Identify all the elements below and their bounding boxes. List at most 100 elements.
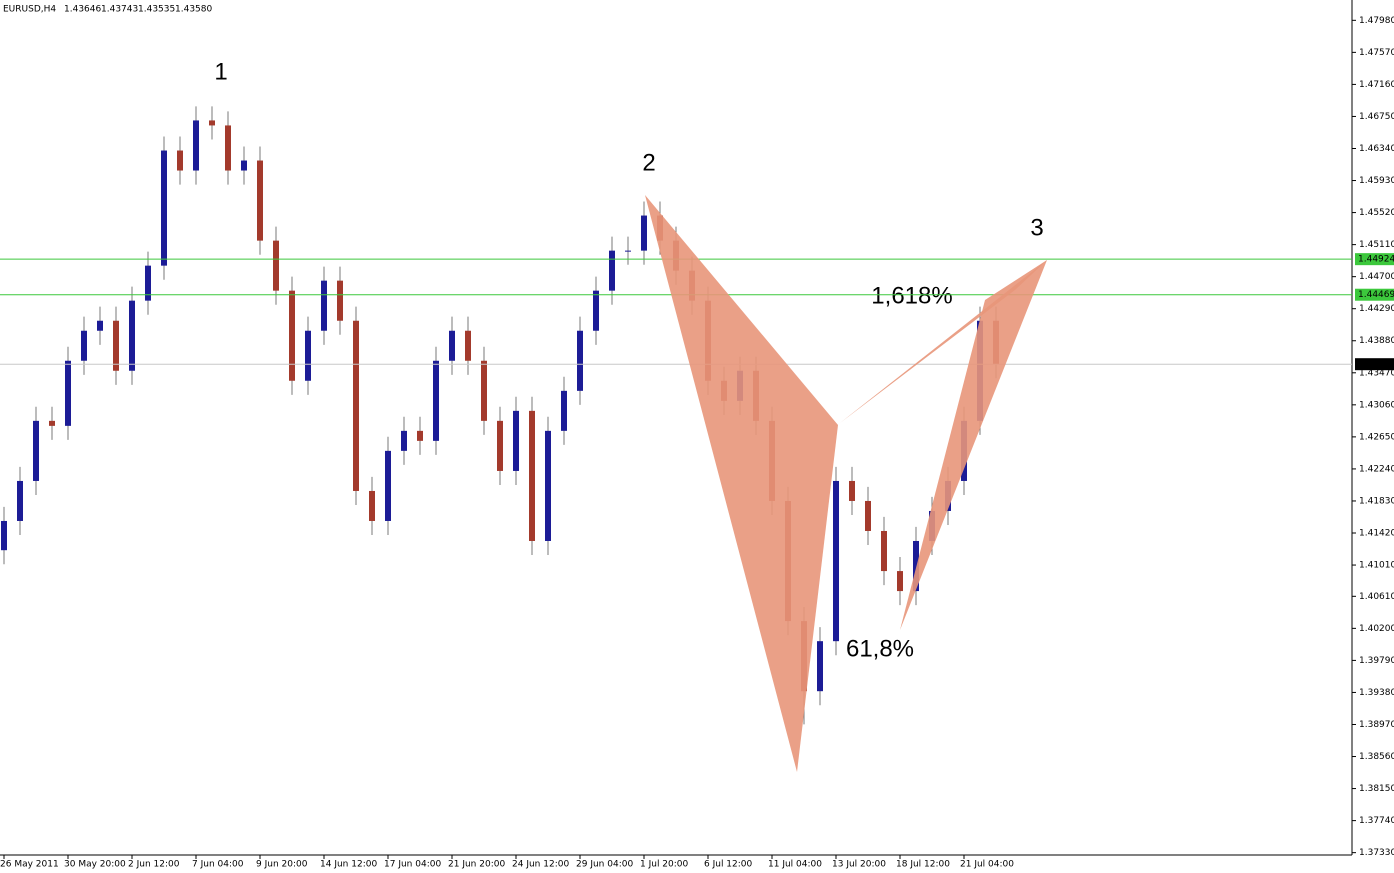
y-tick-label: 1.46750	[1359, 112, 1394, 122]
pattern-triangle	[645, 195, 838, 772]
quote: 1.43646	[64, 5, 101, 15]
candle-body	[193, 120, 199, 171]
level-tag	[1355, 358, 1394, 371]
y-tick-label: 1.39790	[1359, 656, 1394, 666]
x-tick-label: 17 Jun 04:00	[384, 860, 441, 870]
candle-body	[545, 430, 551, 541]
candle-body	[433, 360, 439, 441]
candle-body	[65, 360, 71, 426]
candle-body	[897, 571, 903, 592]
y-tick-label: 1.47570	[1359, 48, 1394, 58]
candle-body	[17, 480, 23, 521]
x-tick-label: 7 Jun 04:00	[192, 860, 244, 870]
annotation: 61,8%	[846, 635, 914, 662]
candle-body	[417, 430, 423, 441]
y-tick-label: 1.47980	[1359, 16, 1394, 26]
symbol: EURUSD,H4	[3, 5, 56, 15]
level-label: 1.44924	[1358, 255, 1394, 265]
candle-body	[257, 160, 263, 241]
candle-body	[385, 450, 391, 521]
candle-body	[369, 490, 375, 521]
candle-body	[593, 290, 599, 331]
y-tick-label: 1.39380	[1359, 688, 1394, 698]
level-label: 1.44469	[1358, 290, 1394, 300]
y-tick-label: 1.46340	[1359, 144, 1394, 154]
y-tick-label: 1.42240	[1359, 464, 1394, 474]
candle-body	[337, 280, 343, 321]
x-tick-label: 29 Jun 04:00	[576, 860, 633, 870]
candle-body	[305, 330, 311, 381]
candle-body	[49, 420, 55, 426]
candle-body	[849, 480, 855, 501]
y-tick-label: 1.37330	[1359, 848, 1394, 858]
pattern-triangle	[900, 260, 1047, 630]
candle-body	[161, 150, 167, 266]
candle-body	[865, 500, 871, 531]
level-label: 1.43580	[1358, 360, 1394, 370]
candle-body	[913, 540, 919, 592]
candle-body	[609, 250, 615, 291]
x-tick-label: 1 Jul 20:00	[640, 860, 689, 870]
candle-body	[1, 520, 7, 551]
annotation: 2	[642, 149, 655, 176]
y-tick-label: 1.45930	[1359, 176, 1394, 186]
candle-body	[513, 410, 519, 471]
candle-body	[561, 390, 567, 431]
x-tick-label: 26 May 2011	[0, 860, 59, 870]
candle-body	[145, 265, 151, 301]
candle-body	[817, 641, 823, 692]
x-tick-label: 21 Jul 04:00	[960, 860, 1014, 870]
candle-body	[129, 300, 135, 371]
y-tick-label: 1.38560	[1359, 752, 1394, 762]
y-tick-label: 1.44290	[1359, 304, 1394, 314]
quote: 1.43580	[175, 5, 212, 15]
candle-body	[401, 430, 407, 451]
annotation: 1	[214, 58, 227, 85]
y-tick-label: 1.38150	[1359, 784, 1394, 794]
y-tick-label: 1.41420	[1359, 529, 1394, 539]
candle-body	[81, 330, 87, 361]
candle-body	[641, 215, 647, 251]
y-tick-label: 1.45520	[1359, 208, 1394, 218]
y-tick-label: 1.43060	[1359, 400, 1394, 410]
y-tick-label: 1.43880	[1359, 336, 1394, 346]
y-tick-label: 1.45110	[1359, 240, 1394, 250]
candle-body	[881, 530, 887, 572]
level-tag	[1355, 253, 1394, 266]
y-tick-label: 1.44700	[1359, 272, 1394, 282]
quote: 1.43535	[138, 5, 175, 15]
x-tick-label: 13 Jul 20:00	[832, 860, 886, 870]
x-tick-label: 2 Jun 12:00	[128, 860, 180, 870]
x-tick-label: 21 Jun 20:00	[448, 860, 505, 870]
annotation: 3	[1030, 214, 1043, 241]
level-tag	[1355, 288, 1394, 301]
x-tick-label: 24 Jun 12:00	[512, 860, 569, 870]
candle-body	[449, 330, 455, 361]
candle-body	[177, 150, 183, 171]
candle-body	[273, 240, 279, 291]
candle-body	[33, 420, 39, 481]
x-tick-label: 30 May 20:00	[64, 860, 126, 870]
candle-body	[209, 120, 215, 126]
candle-body	[497, 420, 503, 471]
x-tick-label: 18 Jul 12:00	[896, 860, 950, 870]
candle-body	[529, 410, 535, 541]
candle-body	[321, 280, 327, 331]
y-tick-label: 1.40200	[1359, 624, 1394, 634]
y-tick-label: 1.37740	[1359, 816, 1394, 826]
y-tick-label: 1.41830	[1359, 496, 1394, 506]
x-tick-label: 6 Jul 12:00	[704, 860, 753, 870]
x-tick-label: 11 Jul 04:00	[768, 860, 822, 870]
y-tick-label: 1.38970	[1359, 720, 1394, 730]
y-tick-label: 1.41010	[1359, 561, 1394, 571]
candle-body	[353, 320, 359, 491]
candle-body	[465, 330, 471, 361]
candle-body	[625, 250, 631, 252]
candle-body	[241, 160, 247, 171]
x-tick-label: 14 Jun 12:00	[320, 860, 377, 870]
candle-body	[481, 360, 487, 421]
y-tick-label: 1.42650	[1359, 432, 1394, 442]
candle-body	[833, 480, 839, 642]
